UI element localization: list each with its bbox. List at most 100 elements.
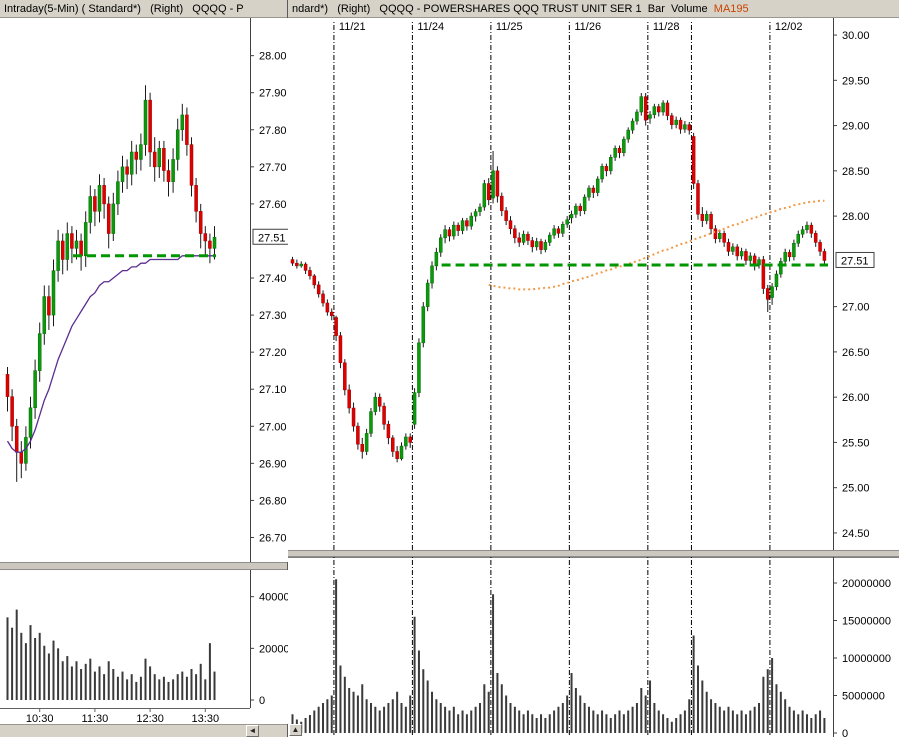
volume-bar: [167, 681, 170, 700]
intraday-time-axis: 10:30 11:30 12:30 13:30: [0, 708, 288, 724]
price-tick-label: 29.50: [842, 75, 870, 87]
volume-bar: [570, 673, 573, 733]
scroll-up-button[interactable]: ▲: [289, 724, 302, 736]
volume-bar: [644, 695, 647, 733]
volume-bar: [404, 706, 407, 733]
volume-bar: [566, 695, 569, 733]
volume-bar: [797, 714, 800, 733]
candle-body: [443, 229, 447, 239]
candle-body: [691, 136, 696, 184]
volume-tick-label: 0: [259, 695, 265, 707]
pane-divider[interactable]: [0, 562, 287, 570]
volume-bar: [784, 699, 787, 733]
volume-bar: [788, 706, 791, 733]
volume-bar: [805, 714, 808, 733]
candle-body: [792, 243, 796, 258]
volume-bar: [810, 718, 813, 733]
volume-bar: [317, 706, 320, 733]
candle-body: [129, 151, 134, 175]
volume-bar: [775, 684, 778, 733]
volume-bar: [631, 706, 634, 733]
volume-bar: [618, 710, 621, 733]
volume-bar: [413, 616, 416, 733]
volume-bar: [452, 706, 455, 733]
volume-bar: [457, 714, 460, 733]
session-date-label: 11/26: [574, 21, 601, 33]
price-tick-label: 30.00: [842, 30, 870, 42]
price-tick-label: 27.70: [259, 162, 287, 174]
intraday-price-chart[interactable]: 28.00 27.90 27.80 27.70 27.60 27.40 27.30 27.20…: [0, 18, 288, 562]
right-window-titlebar[interactable]: ndard*) (Right) QQQQ - POWERSHARES QQQ T…: [288, 0, 899, 18]
volume-bar: [426, 680, 429, 733]
volume-bar: [330, 695, 333, 733]
candle-body: [809, 224, 814, 234]
candle-body: [329, 311, 334, 316]
time-tick-label: 12:30: [136, 713, 164, 724]
volume-bar: [43, 645, 46, 700]
volume-bar: [70, 666, 73, 700]
volume-bar: [57, 648, 60, 700]
candle-body: [364, 433, 369, 452]
candle-body: [486, 183, 491, 201]
multiday-price-chart[interactable]: 11/21 11/24 11/25 11/26 11/28 12/02 30.00 29.50…: [288, 18, 899, 550]
candle-body: [65, 233, 70, 260]
multiday-volume-chart[interactable]: 20000000 15000000 10000000 5000000 0: [288, 557, 899, 737]
volume-bar: [688, 699, 691, 733]
candle-body: [116, 181, 120, 205]
volume-bar: [6, 617, 9, 700]
candle-body: [134, 151, 139, 160]
scroll-left-button[interactable]: ◄: [246, 725, 259, 737]
candle-body: [456, 224, 460, 231]
volume-bar: [435, 699, 438, 733]
candle-body: [600, 166, 604, 180]
volume-bar: [500, 684, 503, 733]
volume-bar: [139, 676, 142, 700]
price-tick-label: 26.50: [842, 347, 870, 359]
candle-body: [521, 233, 526, 243]
intraday-volume-chart[interactable]: 4000000 2000000 0: [0, 570, 288, 708]
candle-body: [343, 362, 347, 391]
volume-bar: [52, 640, 55, 700]
volume-bar: [496, 673, 499, 733]
volume-bar: [662, 714, 665, 733]
price-tick-label: 26.70: [259, 532, 287, 544]
volume-bar: [208, 643, 211, 700]
candle-body: [175, 129, 180, 160]
candle-body: [162, 148, 166, 171]
candle-body: [60, 240, 65, 260]
session-date-label: 11/24: [417, 21, 444, 33]
pane-divider[interactable]: [288, 550, 899, 557]
candle-body: [661, 102, 665, 113]
candle-body: [212, 237, 217, 249]
volume-bar: [548, 714, 551, 733]
candle-body: [111, 203, 116, 234]
volume-bar: [348, 688, 351, 733]
volume-bar: [753, 706, 756, 733]
candle-body: [591, 187, 596, 193]
volume-bar: [779, 691, 782, 733]
candle-body: [351, 407, 356, 427]
left-window-scrollbar[interactable]: ◄: [0, 724, 287, 737]
volume-bar: [20, 632, 23, 700]
left-window-titlebar[interactable]: Intraday(5-Min) ( Standard*) (Right) QQQ…: [0, 0, 287, 18]
volume-bar: [557, 706, 560, 733]
volume-bar: [487, 691, 490, 733]
candle-body: [334, 317, 338, 336]
candle-body: [670, 115, 674, 125]
volume-bar: [172, 679, 175, 700]
candle-body: [434, 252, 439, 267]
candle-body: [656, 106, 661, 113]
candle-body: [295, 262, 299, 267]
volume-bar: [313, 710, 316, 733]
volume-bar: [75, 661, 78, 700]
candle-body: [24, 437, 28, 464]
volume-bar: [361, 684, 364, 733]
candle-body: [609, 157, 613, 172]
candle-body: [56, 240, 60, 271]
candle-body: [74, 240, 79, 249]
candle-body: [604, 166, 609, 172]
candle-body: [561, 224, 565, 234]
volume-bar: [465, 714, 468, 733]
price-tick-label: 27.30: [259, 310, 287, 322]
volume-bar: [162, 676, 165, 700]
